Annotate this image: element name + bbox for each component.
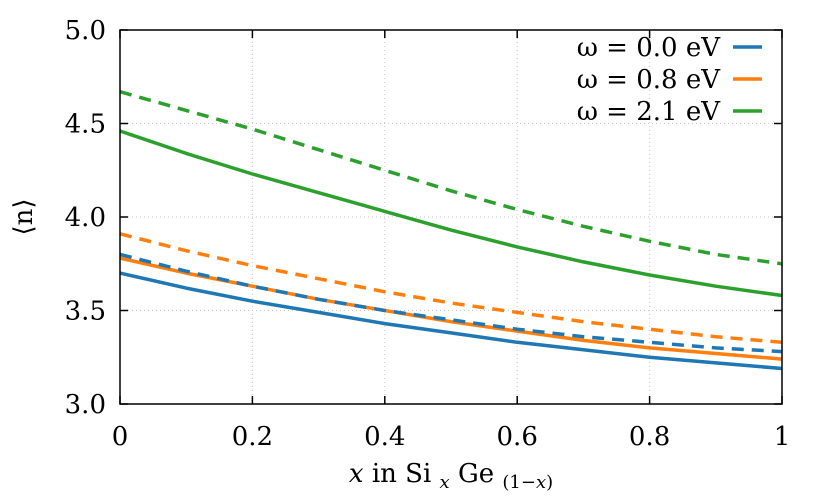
series-line-5-dashed: [119, 90, 783, 266]
legend-label: ω = 2.1 eV: [577, 97, 722, 127]
x-axis-label-sub2: (1−x): [502, 472, 553, 493]
x-axis-label-ge: Ge: [458, 459, 494, 489]
series-line-3-dashed: [119, 252, 783, 354]
tick-labels: 0 0.2 0.4 0.6 0.8 1 3.0 3.5 4.0 4.5 5.0: [65, 16, 791, 452]
legend-label: ω = 0.8 eV: [577, 65, 722, 95]
y-tick-label: 4.5: [65, 110, 106, 140]
x-axis-label-sub1: x: [440, 472, 450, 493]
y-axis-label: ⟨n⟩: [9, 198, 39, 235]
legend: ω = 0.0 eVω = 0.8 eVω = 2.1 eV: [577, 33, 762, 127]
x-tick-label: 0.8: [629, 422, 670, 452]
y-tick-label: 5.0: [65, 16, 106, 46]
x-tick-label: 1: [774, 422, 791, 452]
tick-marks: [119, 29, 783, 405]
series-line-4-dashed: [119, 232, 783, 345]
x-axis-label-in: in Si: [372, 459, 431, 489]
series-line-2-solid: [119, 129, 783, 298]
legend-label: ω = 0.0 eV: [577, 33, 722, 63]
y-tick-label: 3.5: [65, 297, 106, 327]
series-lines: [119, 90, 783, 371]
y-tick-label: 3.0: [65, 390, 106, 420]
series-line-1-solid: [119, 256, 783, 361]
y-tick-label: 4.0: [65, 203, 106, 233]
series-line-0-solid: [119, 271, 783, 371]
x-tick-label: 0.4: [364, 422, 405, 452]
x-tick-label: 0.6: [497, 422, 538, 452]
x-axis-label: x in Si x Ge (1−x): [349, 459, 553, 495]
x-tick-label: 0.2: [232, 422, 273, 452]
x-axis-label-var: x: [349, 459, 364, 489]
x-tick-label: 0: [112, 422, 129, 452]
